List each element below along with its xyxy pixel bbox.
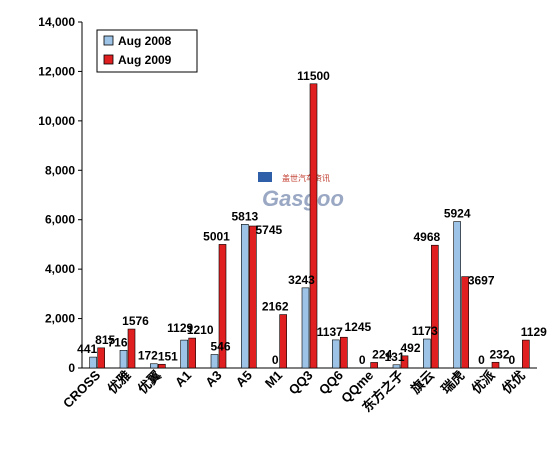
data-label-2008: 1129 [167,321,193,335]
x-tick-label: A1 [172,368,194,390]
bar-2008 [332,339,340,369]
gasgoo-watermark-logo: 盖世汽车资讯 Gasgoo [258,172,344,211]
data-label-2009: 224 [372,347,392,361]
x-tick-label: A3 [202,368,224,390]
bar-2009 [522,339,530,369]
data-label-2009: 492 [400,341,420,355]
legend: Aug 2008 Aug 2009 [96,29,198,73]
x-tick-label: A5 [233,368,255,390]
bar-2009 [218,244,227,369]
bar-2008 [301,287,310,369]
y-tick-label: 0 [68,361,75,375]
legend-swatch-2008 [103,35,114,46]
bar-2009 [279,314,287,369]
y-tick-label: 12,000 [38,64,75,78]
legend-swatch-2009 [103,54,114,65]
y-tick-label: 8,000 [45,163,75,177]
bar-2009 [127,328,136,369]
x-tick-label: 优优 [499,368,528,397]
watermark-text: Gasgoo [262,186,344,211]
data-label-2009: 1129 [521,325,547,339]
bar-2008 [392,364,401,369]
data-label-2008: 3243 [288,273,315,287]
data-label-2008: 0 [272,353,279,367]
x-tick-label: 旗云 [408,368,437,397]
bar-2009 [188,337,196,369]
data-label-2008: 1173 [412,324,438,338]
bar-2008 [180,339,188,369]
bar-2009 [400,355,409,369]
data-label-2009: 232 [489,347,509,361]
bar-2009 [461,276,469,369]
bar-2009 [97,347,105,369]
bar-2008 [89,356,97,369]
data-label-2009: 4968 [413,230,440,244]
data-label-2009: 3697 [468,274,495,288]
bar-2008 [423,338,431,369]
x-tick-label: CROSS [60,367,104,411]
y-tick-label: 4,000 [45,262,75,276]
watermark-subtitle: 盖世汽车资讯 [282,173,330,183]
data-label-2008: 172 [138,349,158,363]
bar-2009 [340,336,348,369]
y-tick-label: 2,000 [45,312,75,326]
bars-layer [89,83,530,369]
bar-2008 [119,350,128,369]
bar-2009 [370,362,378,369]
data-label-2009: 815 [95,333,115,347]
x-tick-label: 优翼 [135,368,164,397]
data-label-2008: 131 [384,350,404,364]
y-tick-label: 6,000 [45,213,75,227]
x-tick-label: QQ3 [286,368,316,398]
bar-2008 [241,224,249,369]
legend-label-2009: Aug 2009 [118,53,172,67]
data-label-2009: 1245 [344,320,371,334]
data-label-2009: 2162 [262,300,289,314]
data-label-2008: 5813 [231,209,258,223]
x-tick-label: 优派 [469,367,499,397]
data-label-2008: 0 [359,353,366,367]
bar-2009 [491,361,500,369]
data-label-2008: 1137 [317,325,343,339]
data-label-2009: 1576 [122,314,149,328]
data-label-2009: 5001 [203,229,230,243]
data-label-2008: 0 [508,353,515,367]
y-tick-label: 14,000 [38,15,75,29]
bar-2008 [210,354,219,369]
bar-2009 [249,225,257,369]
x-tick-label: M1 [262,368,285,391]
data-label-2008: 0 [478,353,485,367]
y-tick-label: 10,000 [38,114,75,128]
data-label-2009: 5745 [255,223,282,237]
data-label-2008: 5924 [444,207,471,221]
data-label-2008: 546 [210,340,230,354]
x-tick-label: 优雅 [105,368,134,397]
data-label-2009: 1210 [187,323,214,337]
data-label-2008: 716 [107,335,127,349]
data-label-2009: 11500 [297,69,330,83]
legend-box [96,29,198,73]
data-label-2009: 151 [158,349,178,363]
bar-2008 [453,221,461,369]
bar-2009 [309,83,318,369]
data-label-2008: 441 [77,342,97,356]
watermark-logo-mark [258,172,272,182]
bar-2008 [150,363,158,369]
bar-2009 [431,244,439,369]
x-tick-label: 瑞虎 [438,368,467,397]
bar-2009 [158,363,166,369]
legend-label-2008: Aug 2008 [118,34,172,48]
